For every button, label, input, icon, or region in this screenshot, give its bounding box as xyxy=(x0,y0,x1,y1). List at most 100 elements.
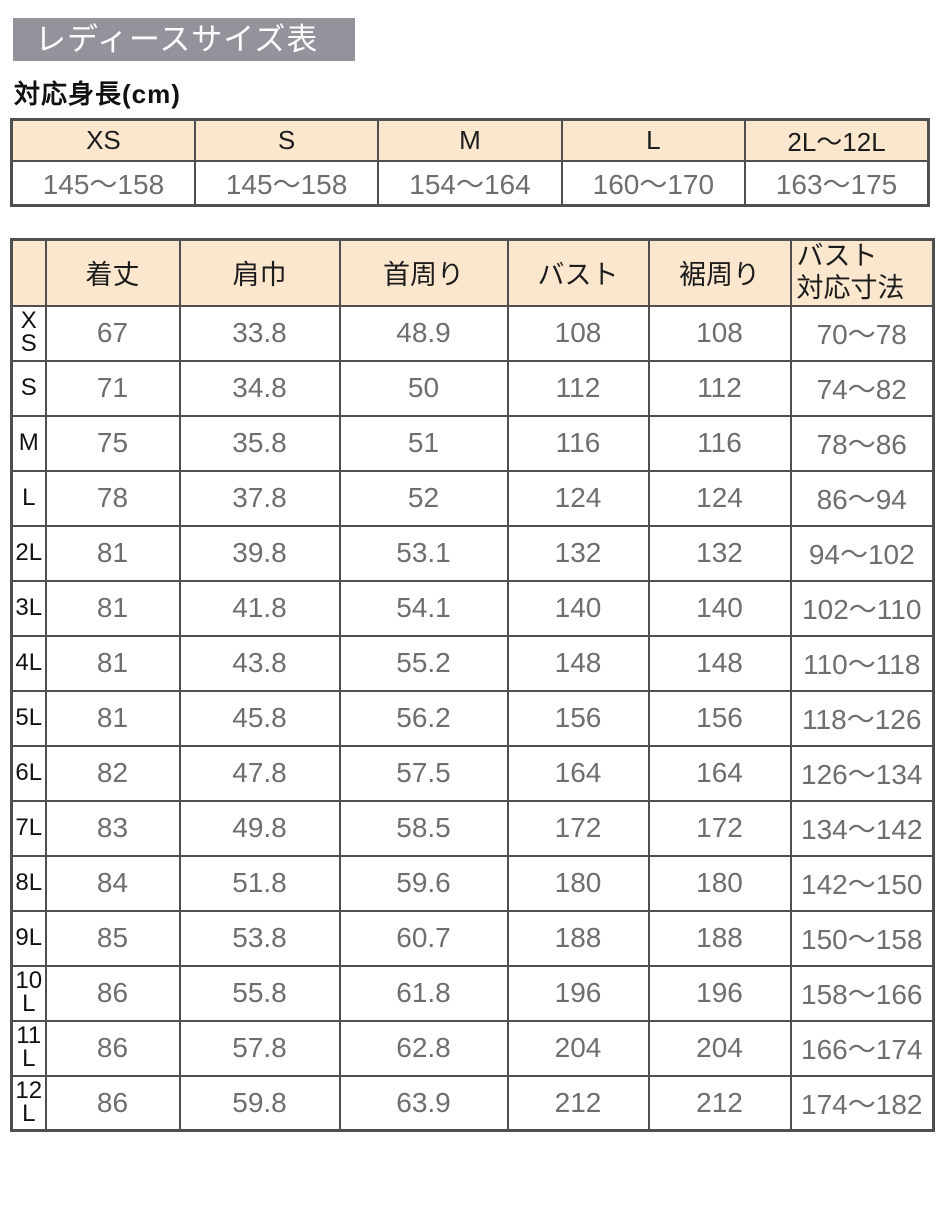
size-value-cell: 81 xyxy=(44,524,181,582)
height-column-header: XS xyxy=(10,118,196,162)
size-value-cell: 86～94 xyxy=(789,469,935,527)
size-value-cell: 37.8 xyxy=(178,469,341,527)
height-value-cell: 145～158 xyxy=(193,160,380,207)
size-value-cell: 78 xyxy=(44,469,181,527)
size-value-cell: 86 xyxy=(44,1074,181,1132)
table-row: 11L 86 57.8 62.8 204 204 166～174 xyxy=(10,1019,935,1077)
size-value-cell: 86 xyxy=(44,1019,181,1077)
table-row: 8L 84 51.8 59.6 180 180 142～150 xyxy=(10,854,935,912)
size-value-cell: 166～174 xyxy=(789,1019,935,1077)
size-value-cell: 83 xyxy=(44,799,181,857)
size-value-cell: 53.8 xyxy=(178,909,341,967)
size-value-cell: 39.8 xyxy=(178,524,341,582)
table-row: 2L 81 39.8 53.1 132 132 94～102 xyxy=(10,524,935,582)
size-column-header: 首周り xyxy=(338,238,509,307)
size-value-cell: 85 xyxy=(44,909,181,967)
size-value-cell: 132 xyxy=(506,524,650,582)
size-value-cell: 59.8 xyxy=(178,1074,341,1132)
size-value-cell: 61.8 xyxy=(338,964,509,1022)
size-row-label: 8L xyxy=(10,854,47,912)
size-value-cell: 116 xyxy=(647,414,792,472)
size-value-cell: 156 xyxy=(647,689,792,747)
table-row: M 75 35.8 51 116 116 78～86 xyxy=(10,414,935,472)
size-value-cell: 34.8 xyxy=(178,359,341,417)
size-value-cell: 188 xyxy=(506,909,650,967)
height-section-label: 対応身長(cm) xyxy=(14,79,181,109)
height-value-cell: 163～175 xyxy=(744,160,930,207)
size-value-cell: 57.5 xyxy=(338,744,509,802)
table-row: 5L 81 45.8 56.2 156 156 118～126 xyxy=(10,689,935,747)
size-row-label: XS xyxy=(10,304,47,362)
size-row-label: 4L xyxy=(10,634,47,692)
size-value-cell: 75 xyxy=(44,414,181,472)
height-column-header: L xyxy=(560,118,747,162)
size-row-label: 7L xyxy=(10,799,47,857)
size-row-label: 12L xyxy=(10,1074,47,1132)
size-value-cell: 196 xyxy=(647,964,792,1022)
size-value-cell: 180 xyxy=(647,854,792,912)
size-column-header: 裾周り xyxy=(647,238,792,307)
size-value-cell: 140 xyxy=(647,579,792,637)
size-value-cell: 148 xyxy=(506,634,650,692)
size-value-cell: 45.8 xyxy=(178,689,341,747)
table-row: S 71 34.8 50 112 112 74～82 xyxy=(10,359,935,417)
size-value-cell: 52 xyxy=(338,469,509,527)
size-value-cell: 62.8 xyxy=(338,1019,509,1077)
size-value-cell: 196 xyxy=(506,964,650,1022)
size-value-cell: 54.1 xyxy=(338,579,509,637)
size-value-cell: 116 xyxy=(506,414,650,472)
size-value-cell: 81 xyxy=(44,579,181,637)
size-value-cell: 110～118 xyxy=(789,634,935,692)
size-value-cell: 49.8 xyxy=(178,799,341,857)
size-row-label: 11L xyxy=(10,1019,47,1077)
table-row: 9L 85 53.8 60.7 188 188 150～158 xyxy=(10,909,935,967)
size-value-cell: 188 xyxy=(647,909,792,967)
size-value-cell: 212 xyxy=(506,1074,650,1132)
size-corner-header xyxy=(10,238,47,307)
size-value-cell: 132 xyxy=(647,524,792,582)
table-row: 7L 83 49.8 58.5 172 172 134～142 xyxy=(10,799,935,857)
size-value-cell: 81 xyxy=(44,634,181,692)
height-value-cell: 145～158 xyxy=(10,160,196,207)
size-value-cell: 74～82 xyxy=(789,359,935,417)
height-table-value-row: 145～158 145～158 154～164 160～170 163～175 xyxy=(10,160,930,207)
table-row: 6L 82 47.8 57.5 164 164 126～134 xyxy=(10,744,935,802)
size-value-cell: 172 xyxy=(506,799,650,857)
size-value-cell: 59.6 xyxy=(338,854,509,912)
size-value-cell: 164 xyxy=(647,744,792,802)
size-value-cell: 112 xyxy=(647,359,792,417)
size-table-header-row: 着丈 肩巾 首周り バスト 裾周り バスト 対応寸法 xyxy=(10,238,935,307)
size-value-cell: 140 xyxy=(506,579,650,637)
size-value-cell: 84 xyxy=(44,854,181,912)
size-row-label: M xyxy=(10,414,47,472)
size-row-label: S xyxy=(10,359,47,417)
size-value-cell: 112 xyxy=(506,359,650,417)
height-value-cell: 160～170 xyxy=(560,160,747,207)
size-value-cell: 150～158 xyxy=(789,909,935,967)
height-column-header: S xyxy=(193,118,380,162)
height-value-cell: 154～164 xyxy=(377,160,563,207)
size-chart-page: レディースサイズ表 対応身長(cm) XS S M L 2L～12L 145～158 14… xyxy=(0,18,940,1133)
size-value-cell: 53.1 xyxy=(338,524,509,582)
size-value-cell: 108 xyxy=(506,304,650,362)
table-row: 4L 81 43.8 55.2 148 148 110～118 xyxy=(10,634,935,692)
size-value-cell: 56.2 xyxy=(338,689,509,747)
size-value-cell: 86 xyxy=(44,964,181,1022)
size-value-cell: 82 xyxy=(44,744,181,802)
table-row: 10L 86 55.8 61.8 196 196 158～166 xyxy=(10,964,935,1022)
size-row-label: 10L xyxy=(10,964,47,1022)
size-value-cell: 41.8 xyxy=(178,579,341,637)
size-value-cell: 134～142 xyxy=(789,799,935,857)
size-value-cell: 124 xyxy=(647,469,792,527)
size-value-cell: 63.9 xyxy=(338,1074,509,1132)
height-table: XS S M L 2L～12L 145～158 145～158 154～164 160～170… xyxy=(10,118,930,207)
size-value-cell: 35.8 xyxy=(178,414,341,472)
size-value-cell: 164 xyxy=(506,744,650,802)
size-value-cell: 50 xyxy=(338,359,509,417)
size-value-cell: 212 xyxy=(647,1074,792,1132)
size-value-cell: 156 xyxy=(506,689,650,747)
size-value-cell: 204 xyxy=(506,1019,650,1077)
size-value-cell: 58.5 xyxy=(338,799,509,857)
size-value-cell: 204 xyxy=(647,1019,792,1077)
table-row: 12L 86 59.8 63.9 212 212 174～182 xyxy=(10,1074,935,1132)
